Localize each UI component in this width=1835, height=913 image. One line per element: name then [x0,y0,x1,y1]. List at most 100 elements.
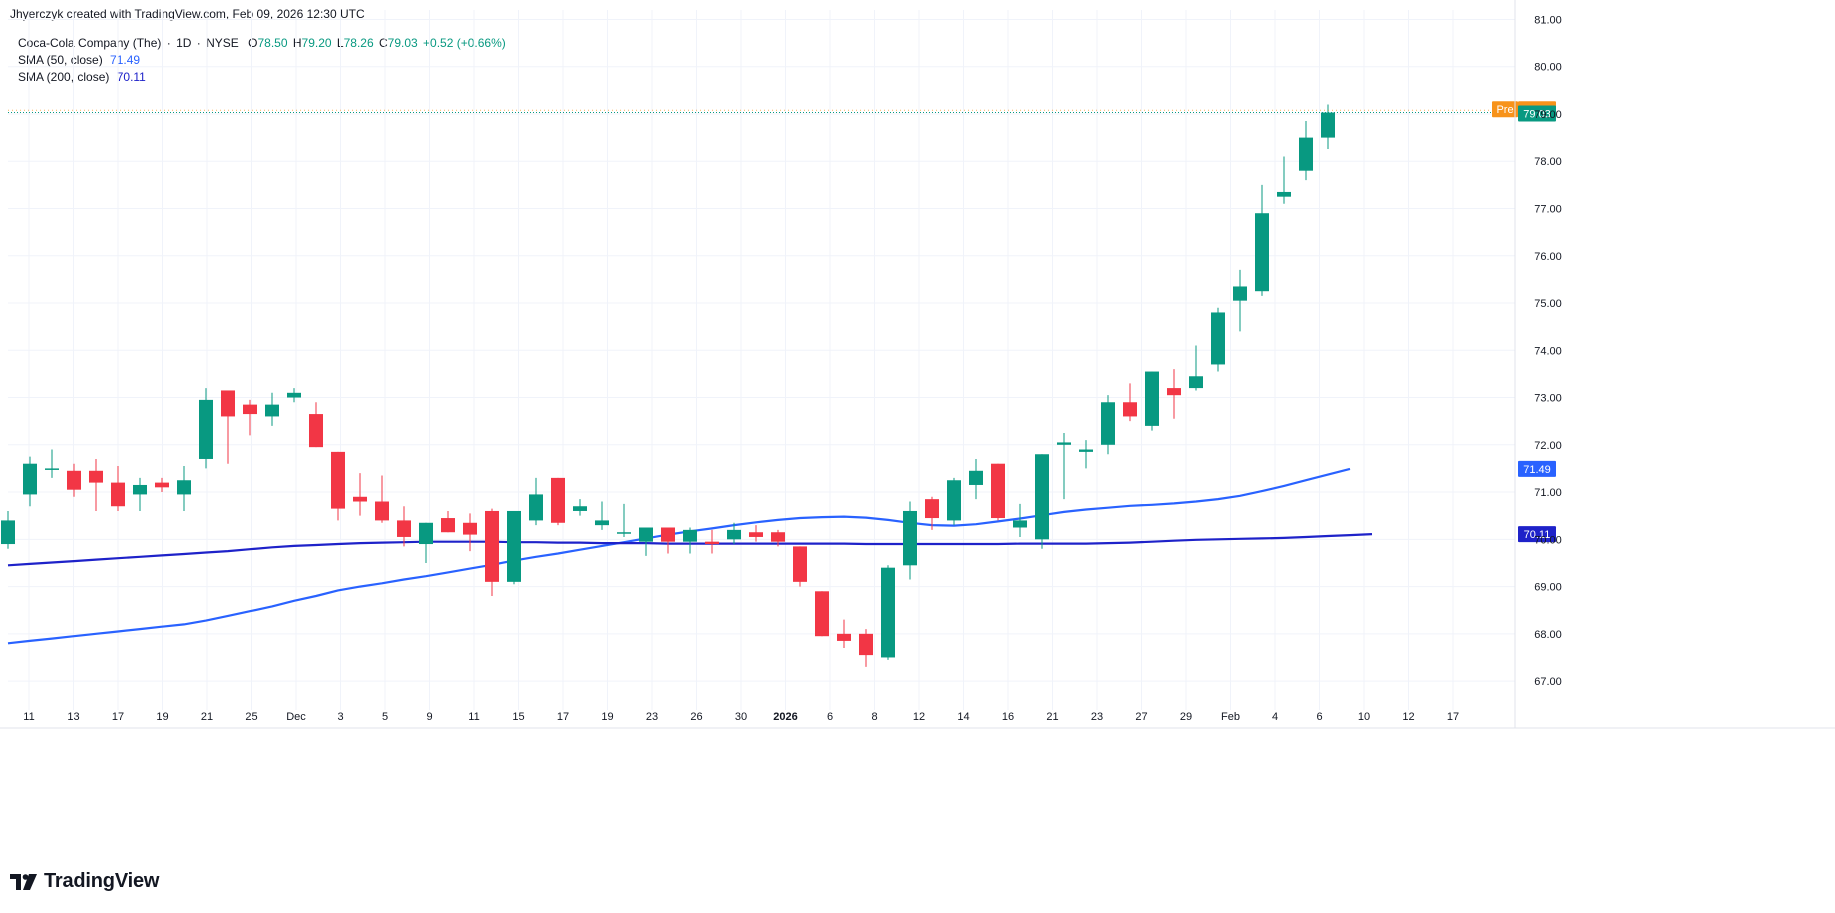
candle-down [551,477,565,526]
candle-body [749,532,763,537]
candle-down [837,619,851,649]
candle-up [45,449,59,478]
candle-down [815,591,829,637]
legend-open-label: O [248,36,258,50]
candle-down [111,466,125,511]
candle-up [1233,269,1247,332]
sma50-price-tag: 71.49 [1518,460,1556,477]
candle-down [705,529,719,554]
candle-up [1189,345,1203,391]
candle-body [463,522,477,535]
candle-down [749,525,763,542]
candle-body [177,480,191,495]
candle-body [1057,442,1071,445]
candle-up [133,477,147,511]
x-tick-label: 17 [557,711,569,723]
x-tick-label: 13 [67,711,79,723]
candle-down [441,510,455,533]
tradingview-logo[interactable]: TradingView [10,870,159,893]
last-price-tag-text: 79.03 [1523,109,1551,121]
candle-down [221,390,235,464]
sma200-price-tag-text: 70.11 [1524,529,1551,541]
candle-body [1079,449,1093,452]
candle-body [639,527,653,542]
candle-body [441,518,455,533]
x-tick-label: Feb [1221,711,1240,723]
y-tick-label: 79.00 [1534,109,1562,121]
candle-down [1167,369,1181,419]
candle-down [1123,383,1137,422]
candle-down [793,546,807,587]
candle-up [177,466,191,511]
candle-body [1145,371,1159,426]
candle-up [595,501,609,530]
candle-body [155,482,169,488]
x-tick-label: 16 [1002,711,1014,723]
x-tick-label: Dec [286,711,306,723]
tradingview-logo-text: TradingView [44,870,160,892]
x-tick-label: 12 [913,711,925,723]
y-tick-label: 68.00 [1534,629,1562,641]
x-tick-label: 4 [1272,711,1278,723]
candle-up [23,456,37,507]
x-tick-label: 15 [512,711,524,723]
candle-up [507,510,521,585]
candle-body [969,470,983,485]
x-tick-label: 23 [646,711,658,723]
candle-up [1035,454,1049,549]
sma50-line [7,467,1351,645]
x-tick-label: 17 [1447,711,1459,723]
candle-body [199,399,213,459]
x-tick-label: 30 [735,711,747,723]
x-tick-label: 19 [156,711,168,723]
x-tick-label: 11 [468,711,479,723]
candle-body [1,520,15,545]
legend-exchange: NYSE [206,36,239,50]
candle-down [485,508,499,597]
candle-body [265,404,279,417]
candle-up [1,510,15,549]
candle-down [463,513,477,552]
y-tick-label: 67.00 [1534,676,1562,688]
candle-up [1013,503,1027,537]
legend-high-value: 79.20 [301,36,332,50]
candle-up [287,388,301,403]
candle-body [485,510,499,582]
chart-legend: Coca-Cola Company (The) · 1D · NYSE O78.… [18,35,506,86]
y-tick-label: 75.00 [1534,298,1562,310]
candle-up [419,522,433,563]
legend-symbol-row[interactable]: Coca-Cola Company (The) · 1D · NYSE O78.… [18,35,506,52]
x-tick-label: 3 [337,711,343,723]
legend-low-value: 78.26 [343,36,374,50]
candle-body [375,501,389,521]
y-tick-label: 80.00 [1534,62,1562,74]
candle-down [89,458,103,511]
pre-label-tag: Pre [1492,101,1518,118]
candle-body [1101,402,1115,445]
candle-body [727,529,741,540]
candle-body [529,494,543,521]
legend-sma200-value: 70.11 [116,70,146,84]
x-tick-label: 21 [1046,711,1058,723]
candle-body [771,532,785,542]
y-tick-label: 74.00 [1534,345,1562,357]
candle-body [815,591,829,637]
sma50-price-tag-bg [1518,460,1556,477]
y-tick-label: 71.00 [1534,487,1562,499]
candle-up [199,388,213,469]
candle-up [1299,121,1313,181]
candle-body [287,392,301,398]
candle-up [573,499,587,516]
legend-sma200-row[interactable]: SMA (200, close) 70.11 [18,69,506,86]
candle-body [947,480,961,521]
candle-up [1255,184,1269,296]
candle-body [859,633,873,656]
candle-up [1211,307,1225,372]
legend-close-value: 79.03 [387,36,418,50]
x-tick-label: 21 [201,711,213,723]
y-tick-label: 76.00 [1534,251,1562,263]
x-tick-label: 6 [827,711,833,723]
candle-body [573,506,587,511]
